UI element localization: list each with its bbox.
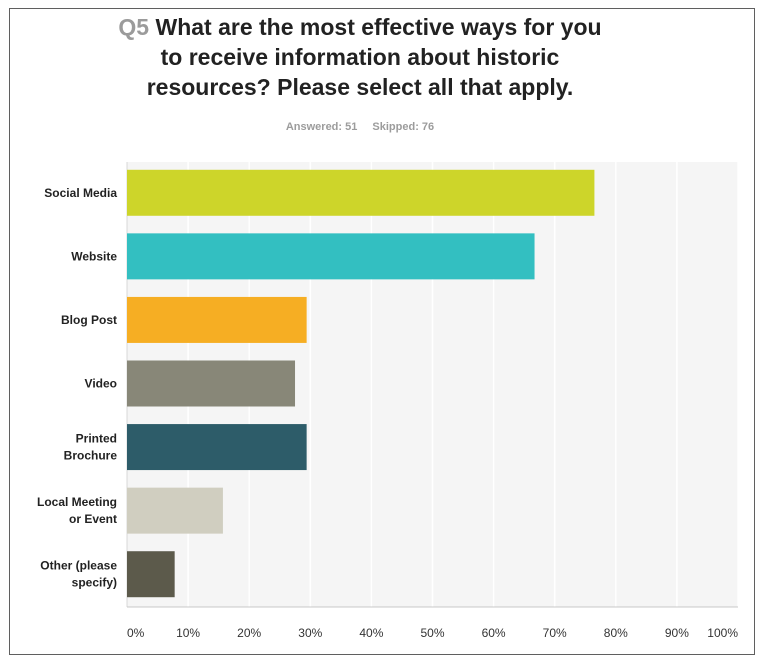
question-text-line-3: resources? Please select all that apply. <box>146 74 574 100</box>
question-title: Q5 What are the most effective ways for … <box>60 12 660 102</box>
x-tick-label: 20% <box>237 626 261 640</box>
question-number: Q5 <box>118 14 150 40</box>
category-label: Blog Post <box>61 313 117 327</box>
category-label-line: Local Meeting <box>37 495 117 509</box>
bar-printed-brochure <box>127 424 307 471</box>
category-label-line: Brochure <box>64 449 118 463</box>
x-tick-label: 0% <box>127 626 145 640</box>
category-label: Video <box>85 377 117 391</box>
category-label: Social Media <box>44 186 117 200</box>
category-label-line: Other (please <box>40 559 117 573</box>
x-tick-label: 60% <box>482 626 506 640</box>
category-label-line: Website <box>71 249 117 263</box>
category-label: Local Meeting or Event <box>37 495 117 526</box>
bar-video <box>127 360 296 407</box>
skipped-count: Skipped: 76 <box>372 121 435 133</box>
category-label-line: or Event <box>69 512 117 526</box>
x-tick-label: 50% <box>420 626 444 640</box>
x-tick-label: 80% <box>604 626 628 640</box>
question-text-line-2: to receive information about historic <box>160 44 560 70</box>
bar-website <box>127 233 535 280</box>
category-label-line: Video <box>85 377 117 391</box>
answered-count: Answered: 51 <box>285 121 358 133</box>
bar-blog-post <box>127 296 307 343</box>
category-label-line: Blog Post <box>61 313 117 327</box>
bar-other-please-specify <box>127 551 175 598</box>
x-tick-label: 70% <box>543 626 567 640</box>
x-tick-label: 30% <box>298 626 322 640</box>
category-label-line: Printed <box>76 432 117 446</box>
question-text-line-1: What are the most effective ways for you <box>155 14 602 40</box>
category-label: Website <box>71 249 117 263</box>
x-tick-label: 90% <box>665 626 689 640</box>
x-tick-label: 10% <box>176 626 200 640</box>
bar-local-meeting-or-event <box>127 487 223 534</box>
category-label: Other (please specify) <box>40 559 117 590</box>
category-label-line: Social Media <box>44 186 117 200</box>
bar-social-media <box>127 169 595 216</box>
category-label: Printed Brochure <box>64 432 118 463</box>
category-label-line: specify) <box>72 576 117 590</box>
x-tick-label: 100% <box>707 626 738 640</box>
x-tick-label: 40% <box>359 626 383 640</box>
response-stats: Answered: 51 Skipped: 76 <box>0 121 720 133</box>
